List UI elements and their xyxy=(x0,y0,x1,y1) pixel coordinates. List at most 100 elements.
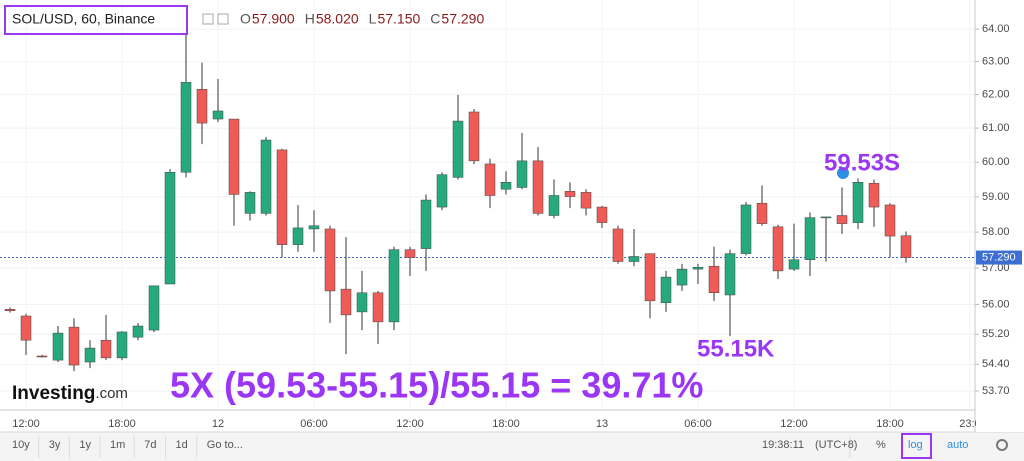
last-price-label: 57.290 xyxy=(982,251,1016,263)
range-button[interactable]: 7d xyxy=(144,439,156,451)
candle-body xyxy=(900,235,912,258)
x-tick-label: 18:00 xyxy=(108,418,136,430)
x-tick-label: 12:00 xyxy=(780,418,808,430)
x-tick-label: 06:00 xyxy=(684,418,712,430)
range-button[interactable]: 10y xyxy=(12,439,30,451)
candle-body xyxy=(100,339,112,359)
candle-body xyxy=(340,288,352,316)
ohlc-value: 58.020 xyxy=(316,11,359,27)
log-highlight xyxy=(901,433,932,459)
candle-body xyxy=(628,256,640,262)
candle-body xyxy=(180,82,192,173)
high-annotation: 59.53S xyxy=(824,149,900,176)
y-tick-label: 57.00 xyxy=(982,262,1010,274)
y-tick-label: 61.00 xyxy=(982,122,1010,134)
x-tick-label: 06:00 xyxy=(300,418,328,430)
candle-body xyxy=(836,215,848,224)
ohlc-value: 57.150 xyxy=(377,11,420,27)
low-annotation: 55.15K xyxy=(697,335,775,362)
candle-body xyxy=(116,331,128,359)
candle-body xyxy=(260,139,272,214)
range-button[interactable]: 1d xyxy=(176,439,188,451)
range-button[interactable]: 1y xyxy=(79,439,91,451)
candle-body xyxy=(580,192,592,209)
candle-body xyxy=(484,163,496,196)
timezone[interactable]: (UTC+8) xyxy=(815,439,857,451)
candle-body xyxy=(612,228,624,262)
candles xyxy=(0,34,975,372)
candle-body xyxy=(436,174,448,208)
candle-body xyxy=(564,191,576,197)
y-tick-label: 63.00 xyxy=(982,56,1010,68)
x-tick-label: 13 xyxy=(596,418,608,430)
x-tick-label: 18:00 xyxy=(876,418,904,430)
candle-body xyxy=(388,249,400,323)
x-tick-label: 12 xyxy=(212,418,224,430)
y-tick-label: 64.00 xyxy=(982,23,1010,35)
candle-body xyxy=(276,149,288,245)
formula-annotation: 5X (59.53-55.15)/55.15 = 39.71% xyxy=(170,365,703,406)
ohlc-key: H xyxy=(305,11,315,27)
logo-suffix: .com xyxy=(95,385,128,402)
candle-body xyxy=(772,226,784,272)
x-tick-label: 18:00 xyxy=(492,418,520,430)
candle-body xyxy=(228,118,240,195)
y-tick-label: 53.70 xyxy=(982,385,1010,397)
logo: Investing.com xyxy=(12,383,128,404)
candle-body xyxy=(756,202,768,224)
candle-body xyxy=(212,110,224,120)
candle-body xyxy=(852,182,864,223)
candle-body xyxy=(708,265,720,294)
candle-body xyxy=(516,160,528,188)
x-tick-label: 12:00 xyxy=(396,418,424,430)
candle-body xyxy=(500,182,512,190)
ohlc-key: L xyxy=(369,11,377,27)
candle-body xyxy=(452,120,464,178)
eye-icon[interactable] xyxy=(202,13,214,25)
x-tick-label: 12:00 xyxy=(12,418,40,430)
auto-button[interactable]: auto xyxy=(947,439,968,451)
candle-body xyxy=(84,347,96,363)
candle-body xyxy=(724,253,736,296)
candle-body xyxy=(372,292,384,323)
candle-body xyxy=(596,206,608,223)
candle-body xyxy=(36,355,48,358)
range-button[interactable]: 1m xyxy=(110,439,125,451)
candle-body xyxy=(4,309,16,312)
y-tick-label: 58.00 xyxy=(982,226,1010,238)
goto-button[interactable]: Go to... xyxy=(207,439,243,451)
candle-body xyxy=(20,315,32,341)
candle-body xyxy=(884,204,896,237)
settings-button[interactable] xyxy=(996,439,1008,451)
ohlc-value: 57.290 xyxy=(441,11,484,27)
candle-body xyxy=(740,204,752,254)
ohlc-key: C xyxy=(430,11,440,27)
y-tick-label: 60.00 xyxy=(982,156,1010,168)
axis-cover xyxy=(976,411,1024,432)
candle-body xyxy=(244,192,256,214)
toolbar-bg xyxy=(0,432,1024,461)
y-tick-label: 62.00 xyxy=(982,89,1010,101)
ohlc-key: O xyxy=(240,11,251,27)
percent-button[interactable]: % xyxy=(876,439,886,451)
symbol[interactable]: SOL/USD, 60, Binance xyxy=(12,11,155,27)
candle-body xyxy=(644,253,656,302)
range-button[interactable]: 3y xyxy=(49,439,61,451)
settings-icon[interactable] xyxy=(217,13,229,25)
candle-body xyxy=(132,325,144,338)
ohlc-value: 57.900 xyxy=(252,11,295,27)
candle-body xyxy=(308,225,320,230)
candle-body xyxy=(420,199,432,249)
high-marker xyxy=(837,167,849,179)
candle-body xyxy=(292,227,304,245)
candle-body xyxy=(532,160,544,214)
log-button[interactable]: log xyxy=(908,439,923,451)
candle-body xyxy=(148,285,160,331)
candle-body xyxy=(196,89,208,124)
last-price-tag xyxy=(976,250,1022,265)
candle-body xyxy=(164,171,176,285)
candle-body xyxy=(404,249,416,258)
candle-body xyxy=(660,276,672,303)
ohlc-legend: O 57.900 H 58.020 L 57.150 C 57.290 xyxy=(240,11,484,27)
